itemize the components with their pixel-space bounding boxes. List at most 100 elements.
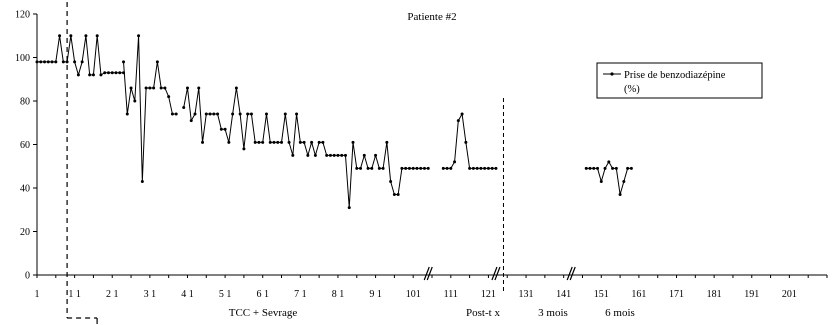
data-point (313, 153, 317, 157)
data-point (302, 140, 306, 144)
data-point (336, 153, 340, 157)
data-point (185, 86, 189, 90)
data-point (456, 119, 460, 123)
data-point (611, 166, 615, 170)
series-line-segment (443, 112, 496, 169)
data-point (366, 166, 370, 170)
data-point (193, 112, 197, 116)
legend-label-line1: Prise de benzodiazépine (624, 70, 726, 81)
data-point (99, 73, 103, 77)
data-point (103, 71, 107, 75)
data-point (468, 166, 472, 170)
data-point (343, 153, 347, 157)
data-point (261, 140, 265, 144)
x-tick-label: 4 1 (181, 289, 194, 300)
data-point (298, 140, 302, 144)
x-tick-label: 191 (744, 289, 759, 300)
data-point (464, 140, 468, 144)
data-point (400, 166, 404, 170)
x-tick-label: 7 1 (294, 289, 307, 300)
x-tick-label: 6 1 (256, 289, 269, 300)
legend-box (596, 62, 763, 99)
data-point (377, 166, 381, 170)
data-point (227, 140, 231, 144)
series-layer (35, 34, 633, 210)
chart-title: Patiente #2 (407, 11, 456, 23)
data-point (445, 166, 449, 170)
x-tick-label: 9 1 (369, 289, 382, 300)
axis-break-mark (494, 266, 501, 281)
data-point (43, 60, 47, 64)
data-point (234, 86, 238, 90)
data-point (479, 166, 483, 170)
data-point (118, 71, 122, 75)
data-point (212, 112, 216, 116)
data-point (65, 60, 69, 64)
axis-break-mark (423, 266, 430, 281)
data-point (626, 166, 630, 170)
data-point (152, 86, 156, 90)
data-point (306, 153, 310, 157)
data-point (46, 60, 50, 64)
data-point (471, 166, 475, 170)
data-point (347, 206, 351, 210)
data-point (460, 112, 464, 116)
data-point (54, 60, 58, 64)
data-point (159, 86, 163, 90)
legend-marker (610, 72, 614, 76)
x-tick-label: 1 (35, 289, 40, 300)
axis-break-mark (491, 266, 498, 281)
data-point (325, 153, 329, 157)
x-tick-label: 181 (707, 289, 722, 300)
x-tick-label: 101 (406, 289, 421, 300)
x-tick-label: 121 (481, 289, 496, 300)
data-point (422, 166, 426, 170)
data-point (76, 73, 80, 77)
data-point (182, 106, 186, 110)
data-point (50, 60, 54, 64)
data-point (268, 140, 272, 144)
data-point (483, 166, 487, 170)
axis-break-mark (566, 266, 573, 281)
data-point (249, 112, 253, 116)
data-point (246, 112, 250, 116)
phase-label: TCC + Sevrage (229, 307, 298, 319)
x-tick-label: 161 (631, 289, 646, 300)
legend-label-line2: (%) (624, 84, 640, 95)
data-point (415, 166, 419, 170)
series-line-segment (37, 35, 124, 77)
phase-label: 6 mois (605, 307, 635, 319)
data-point (95, 34, 99, 38)
data-point (84, 34, 88, 38)
data-point (295, 112, 299, 116)
data-point (219, 127, 223, 131)
data-point (189, 119, 193, 123)
data-point (359, 166, 363, 170)
data-point (340, 153, 344, 157)
data-point (374, 153, 378, 157)
data-point (486, 166, 490, 170)
data-point (355, 166, 359, 170)
x-tick-label: 2 1 (106, 289, 119, 300)
data-point (238, 112, 242, 116)
data-point (231, 112, 235, 116)
axis-break-mark (426, 266, 433, 281)
data-point (167, 95, 171, 99)
data-point (110, 71, 114, 75)
data-point (599, 179, 603, 183)
data-point (629, 166, 633, 170)
data-point (276, 140, 280, 144)
data-point (389, 179, 393, 183)
data-point (588, 166, 592, 170)
data-point (291, 153, 295, 157)
data-point (163, 86, 167, 90)
data-point (490, 166, 494, 170)
data-point (201, 140, 205, 144)
phase-label: Post-t x (466, 307, 500, 319)
data-point (91, 73, 95, 77)
phase-annotations: TCC + Sevrage Post-t x 3 mois 6 mois (66, 2, 635, 324)
data-point (453, 160, 457, 164)
x-tick-label: 111 (444, 289, 458, 300)
x-tick-label: 5 1 (219, 289, 232, 300)
